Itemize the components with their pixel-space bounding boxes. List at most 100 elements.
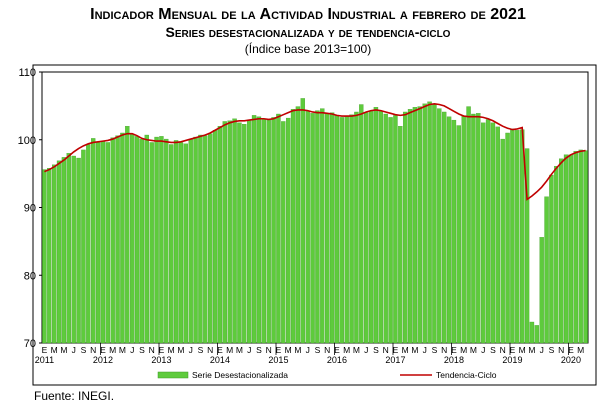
trend-line [44,103,586,201]
x-month-label: N [207,345,213,355]
bar [193,136,198,344]
x-month-label: E [393,345,399,355]
bar [129,134,135,344]
bar [242,124,247,344]
bar [461,115,466,344]
x-month-label: M [402,345,409,355]
x-month-label: E [42,345,48,355]
bar [534,325,540,344]
bar [510,128,515,344]
bar [559,158,564,344]
bar [324,113,330,344]
bar [427,101,432,344]
bar [81,149,86,344]
y-tick-label: 90 [24,203,36,215]
bar [549,174,554,344]
bar [378,111,383,344]
x-month-label: M [343,345,350,355]
bar [520,129,525,344]
bar [529,321,535,344]
x-month-label: N [266,345,272,355]
x-month-label: M [60,345,67,355]
x-month-label: J [540,345,544,355]
bar [363,112,369,344]
bar [349,114,354,344]
bar [554,166,559,344]
bar [315,110,320,344]
x-month-label: S [81,345,87,355]
bar [276,113,281,344]
bar [110,137,115,344]
bar [212,130,218,344]
bar [144,134,149,344]
bar [183,143,188,344]
bar [383,113,388,344]
bar [47,168,52,344]
bar [271,117,276,344]
bar [125,126,130,344]
x-month-label: M [577,345,584,355]
x-year-label: 2019 [502,355,522,365]
bar [300,98,305,344]
bar [505,132,510,344]
x-month-label: E [100,345,106,355]
bar [159,136,164,344]
x-month-label: J [481,345,485,355]
bar [281,121,286,344]
bar [329,112,335,344]
x-year-label: 2020 [561,355,581,365]
x-month-label: J [130,345,134,355]
bar [42,169,47,344]
bar [86,144,91,344]
bar [393,115,398,344]
x-month-label: S [256,345,262,355]
x-year-label: 2017 [385,355,405,365]
bar [198,134,203,344]
x-month-label: S [373,345,379,355]
bar [578,149,583,344]
bar [203,135,208,344]
x-month-label: M [528,345,535,355]
x-month-label: N [383,345,389,355]
base-note: (Índice base 2013=100) [244,42,372,56]
bar [368,111,374,344]
bar [173,140,179,344]
bar [476,113,481,344]
bar [261,118,266,344]
x-month-label: N [149,345,155,355]
bar [359,104,364,344]
bar [417,106,422,344]
bar [256,116,262,344]
bar [490,122,496,344]
bar [66,153,72,344]
y-tick-label: 100 [18,135,36,147]
bar [500,138,505,344]
bar [573,151,579,344]
x-month-label: E [159,345,165,355]
x-month-label: M [109,345,116,355]
bar [207,133,213,344]
y-tick-label: 80 [24,270,36,282]
chart-frame [32,64,597,386]
bar [61,157,67,344]
bar [246,119,252,344]
bar [432,104,437,344]
x-month-label: E [276,345,282,355]
bar [251,115,257,344]
bar [310,113,315,344]
bar [485,119,491,344]
x-month-label: M [519,345,526,355]
y-tick-label: 110 [18,67,36,79]
x-month-label: M [353,345,360,355]
bar [164,138,169,344]
bar [149,142,154,344]
x-month-label: M [460,345,467,355]
bar [237,122,242,344]
bar [451,119,457,344]
bar [373,107,379,344]
x-month-label: S [549,345,555,355]
bar [466,106,471,344]
source-note: Fuente: INEGI. [34,389,115,403]
bar [168,144,174,344]
